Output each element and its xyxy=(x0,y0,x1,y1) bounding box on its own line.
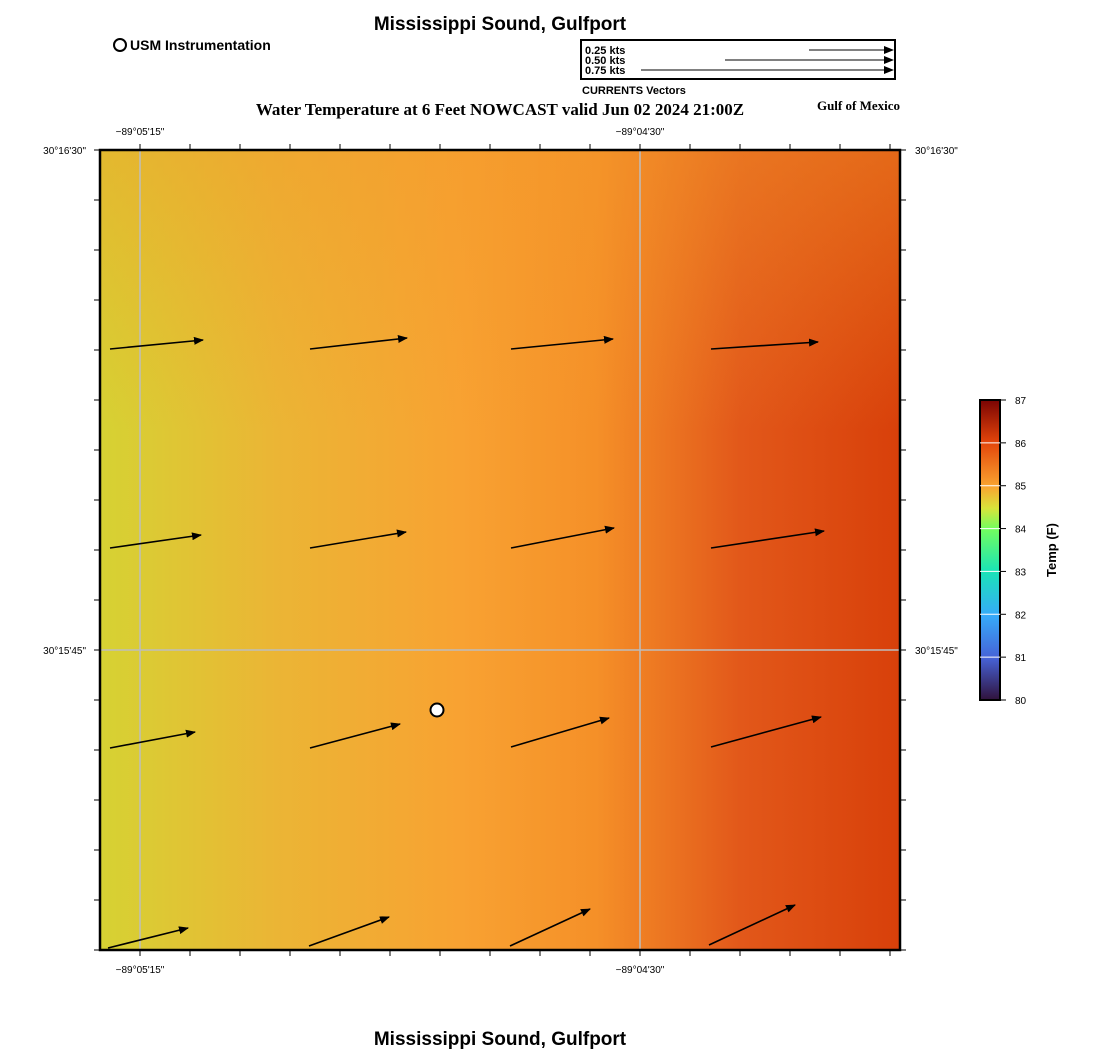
temperature-colorbar: 80 81 82 83 84 85 86 87 Temp (F) xyxy=(979,396,1059,707)
vector-scale-label: 0.50 kts xyxy=(585,55,625,67)
current-vector-arrow xyxy=(109,336,204,350)
current-vector-arrow xyxy=(710,715,822,748)
current-vector-arrow xyxy=(509,908,591,947)
current-vector-arrow xyxy=(309,722,401,749)
current-vector-arrow xyxy=(109,729,196,749)
current-vectors xyxy=(107,335,825,949)
lat-label-right-2: 30°15'45" xyxy=(915,646,958,657)
temperature-field-shade xyxy=(100,150,900,950)
lat-label-right-1: 30°16'30" xyxy=(915,146,958,157)
vector-scale-label: 0.25 kts xyxy=(585,45,625,57)
usm-station-marker xyxy=(429,702,445,718)
current-vector-arrow xyxy=(510,335,614,350)
instrument-legend-label: USM Instrumentation xyxy=(130,37,271,53)
colorbar-tick-label: 83 xyxy=(1015,567,1027,578)
colorbar-tick-label: 87 xyxy=(1015,396,1027,407)
map-title-top: Mississippi Sound, Gulfport xyxy=(374,14,627,35)
lon-label-bottom-2: −89°04'30" xyxy=(616,965,665,976)
vectors-caption: CURRENTS Vectors xyxy=(582,85,686,97)
lon-label-top-1: −89°05'15" xyxy=(116,127,165,138)
colorbar-ramp xyxy=(979,399,1001,701)
lat-label-left-1: 30°16'30" xyxy=(43,146,86,157)
colorbar-tick-label: 81 xyxy=(1015,653,1027,664)
colorbar-tick-label: 86 xyxy=(1015,439,1027,450)
colorbar-tick-label: 84 xyxy=(1015,525,1027,536)
current-vector-arrow xyxy=(309,335,408,350)
colorbar-label: Temp (F) xyxy=(1044,523,1059,577)
lon-label-bottom-1: −89°05'15" xyxy=(116,965,165,976)
lon-label-top-2: −89°04'30" xyxy=(616,127,665,138)
lat-label-left-2: 30°15'45" xyxy=(43,646,86,657)
current-vector-arrow xyxy=(308,916,390,947)
colorbar-tick-label: 85 xyxy=(1015,482,1027,493)
map-subtitle: Water Temperature at 6 Feet NOWCAST vali… xyxy=(256,100,744,119)
current-vector-arrow xyxy=(309,529,407,549)
current-vector-arrow xyxy=(107,926,189,949)
map-panel: −89°05'15" −89°04'30" −89°05'15" −89°04'… xyxy=(43,127,958,976)
frame-ticks xyxy=(94,144,906,956)
region-label: Gulf of Mexico xyxy=(817,98,900,113)
current-vector-arrow xyxy=(710,528,825,549)
instrument-legend: USM Instrumentation xyxy=(113,37,271,53)
colorbar-tick-label: 82 xyxy=(1015,610,1027,621)
current-vector-arrow xyxy=(710,338,819,350)
current-vector-arrow xyxy=(510,716,610,748)
current-vector-arrow xyxy=(510,525,615,549)
colorbar-tick-label: 80 xyxy=(1015,696,1027,707)
current-vector-arrow xyxy=(708,904,796,946)
open-circle-icon xyxy=(113,38,127,52)
vector-scale-label: 0.75 kts xyxy=(585,65,625,77)
map-title-bottom: Mississippi Sound, Gulfport xyxy=(374,1029,627,1050)
current-vector-arrow xyxy=(109,532,202,549)
